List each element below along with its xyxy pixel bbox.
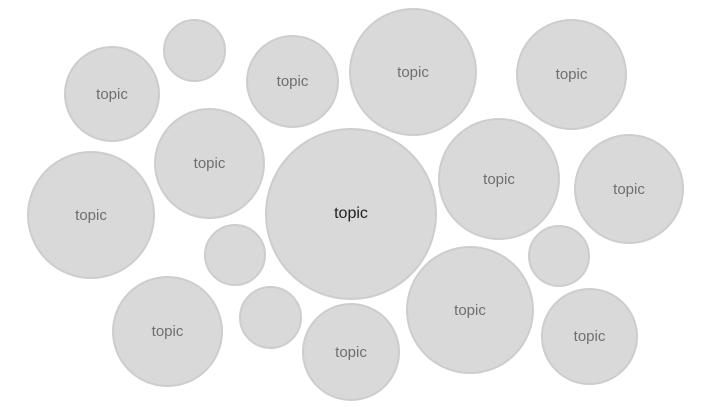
topic-bubble[interactable]: topic bbox=[438, 118, 560, 240]
topic-bubble[interactable]: topic bbox=[154, 108, 265, 219]
topic-bubble[interactable]: topic bbox=[112, 276, 223, 387]
bubble-label: topic bbox=[276, 73, 309, 90]
topic-bubble[interactable]: topic bbox=[27, 151, 155, 279]
bubble-label: topic bbox=[193, 155, 226, 172]
center-topic-bubble[interactable]: topic bbox=[265, 128, 437, 300]
bubble-label: topic bbox=[483, 170, 515, 188]
empty-bubble[interactable] bbox=[528, 225, 590, 287]
topic-bubble[interactable]: topic bbox=[574, 134, 684, 244]
topic-bubble[interactable]: topic bbox=[516, 19, 627, 130]
empty-bubble[interactable] bbox=[239, 286, 302, 349]
bubble-label: topic bbox=[335, 343, 367, 361]
bubble-label: topic bbox=[96, 85, 128, 103]
bubble-label: topic bbox=[555, 66, 588, 83]
empty-bubble[interactable] bbox=[204, 224, 266, 286]
bubble-label: topic bbox=[573, 328, 606, 345]
bubble-label: topic bbox=[397, 63, 429, 81]
bubble-label: topic bbox=[151, 323, 184, 340]
topic-bubble[interactable]: topic bbox=[406, 246, 534, 374]
topic-bubble[interactable]: topic bbox=[302, 303, 400, 401]
bubble-label: topic bbox=[334, 205, 368, 222]
bubble-label: topic bbox=[613, 180, 645, 198]
empty-bubble[interactable] bbox=[163, 19, 226, 82]
topic-bubble[interactable]: topic bbox=[349, 8, 477, 136]
topic-bubble[interactable]: topic bbox=[64, 46, 160, 142]
bubble-label: topic bbox=[75, 206, 107, 224]
topic-bubble[interactable]: topic bbox=[541, 288, 638, 385]
bubble-label: topic bbox=[454, 301, 486, 319]
topic-bubble[interactable]: topic bbox=[246, 35, 339, 128]
